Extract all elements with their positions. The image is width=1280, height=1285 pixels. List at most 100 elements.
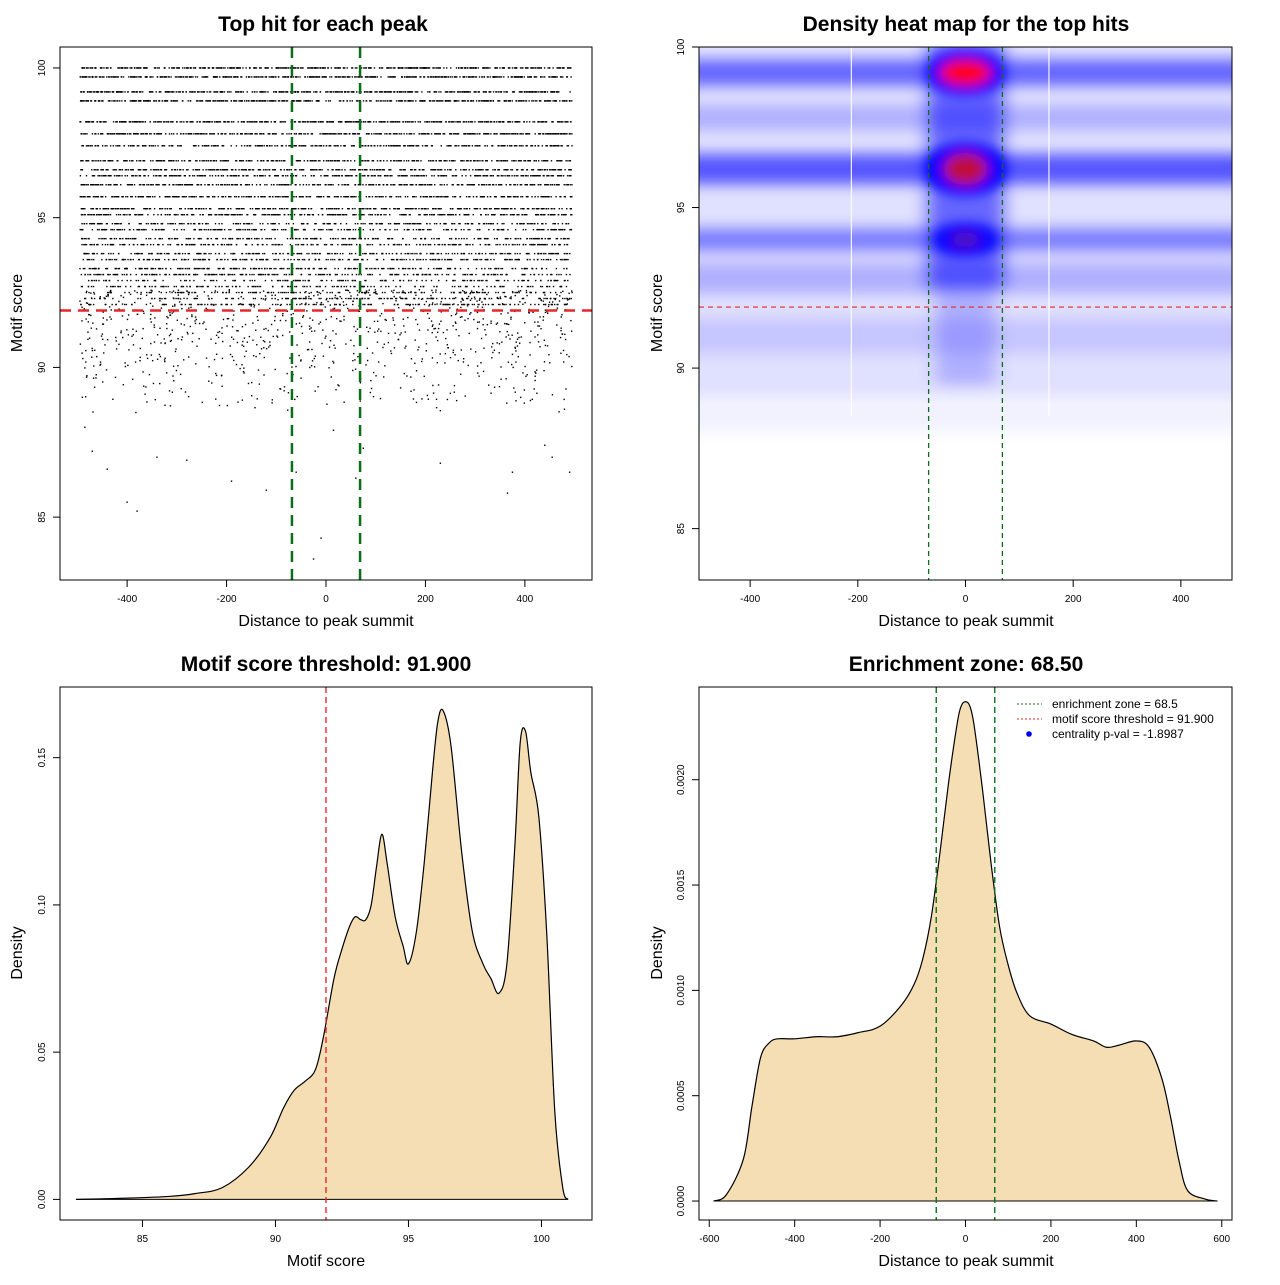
scatter-point [409, 100, 411, 102]
scatter-point [264, 207, 266, 210]
scatter-point [435, 76, 438, 78]
scatter-point [338, 160, 341, 162]
scatter-point [516, 145, 518, 147]
scatter-point [539, 213, 542, 216]
scatter-point [206, 196, 208, 198]
scatter-point [143, 175, 146, 177]
scatter-point [92, 175, 95, 177]
scatter-point [211, 133, 213, 135]
scatter-point [219, 91, 222, 93]
scatter-point [433, 100, 435, 102]
scatter-point [186, 184, 189, 186]
scatter-point [280, 145, 283, 147]
scatter-point [449, 207, 452, 210]
scatter-point [325, 145, 328, 147]
scatter-point [515, 169, 518, 171]
scatter-point [260, 67, 262, 69]
scatter-point [435, 169, 437, 171]
scatter-point [315, 91, 317, 93]
scatter-point [168, 160, 171, 162]
scatter-point [308, 91, 311, 93]
scatter-point [403, 133, 405, 135]
scatter-point [255, 67, 258, 69]
scatter-point [530, 145, 533, 147]
scatter-point [215, 121, 217, 123]
scatter-point [206, 121, 208, 123]
scatter-point [103, 67, 105, 69]
scatter-point [531, 196, 533, 198]
scatter-point [503, 76, 505, 78]
scatter-point [502, 196, 504, 198]
scatter-point [524, 160, 527, 162]
scatter-point [442, 100, 444, 102]
scatter-point [489, 196, 492, 198]
scatter-point [525, 100, 527, 102]
scatter-point [306, 91, 309, 93]
scatter-point [475, 91, 477, 93]
scatter-point [400, 160, 403, 162]
scatter-point [137, 196, 140, 198]
scatter-point [326, 133, 329, 135]
scatter-point [186, 67, 189, 69]
scatter-point [138, 145, 140, 147]
scatter-point [295, 175, 298, 177]
scatter-point [119, 67, 121, 69]
scatter-point [306, 160, 309, 162]
scatter-point [292, 100, 294, 102]
scatter-point [370, 145, 373, 147]
scatter-point [285, 184, 287, 186]
scatter-point [87, 91, 89, 93]
scatter-point [404, 121, 407, 123]
scatter-point [369, 184, 371, 186]
scatter-point [299, 196, 301, 198]
scatter-point [387, 76, 389, 78]
scatter-point [553, 145, 555, 147]
scatter-point [515, 160, 517, 162]
scatter-point [154, 67, 157, 69]
scatter-point [80, 133, 83, 135]
scatter-point [248, 169, 250, 171]
scatter-point [206, 91, 208, 93]
scatter-point [81, 169, 84, 171]
scatter-point [259, 121, 262, 123]
scatter-point [263, 100, 266, 102]
scatter-point [385, 145, 388, 147]
scatter-point [87, 213, 89, 216]
scatter-point [216, 91, 219, 93]
scatter-point [203, 67, 205, 69]
scatter-point [548, 76, 550, 78]
scatter-point [196, 160, 198, 162]
scatter-point [532, 67, 535, 69]
scatter-point [213, 76, 215, 78]
scatter-point [207, 121, 209, 123]
scatter-point [304, 100, 307, 102]
scatter-point [82, 160, 84, 162]
scatter-point [474, 76, 476, 78]
scatter-point [516, 121, 519, 123]
scatter-point [360, 67, 363, 69]
scatter-point [526, 184, 528, 186]
scatter-point [358, 133, 360, 135]
scatter-point [163, 184, 166, 186]
scatter-point [154, 145, 156, 147]
scatter-point [451, 76, 454, 78]
scatter-point [554, 133, 556, 135]
scatter-point [383, 100, 385, 102]
scatter-point [217, 133, 219, 135]
scatter-point [346, 100, 349, 102]
scatter-point [427, 133, 429, 135]
scatter-point [522, 133, 524, 135]
scatter-point [189, 76, 191, 78]
scatter-point [333, 133, 335, 135]
scatter-point [130, 207, 133, 210]
scatter-point [251, 184, 254, 186]
scatter-point [503, 133, 505, 135]
scatter-point [408, 207, 410, 210]
scatter-point [323, 67, 325, 69]
scatter-point [131, 169, 133, 171]
scatter-point [231, 121, 233, 123]
scatter-point [492, 184, 495, 186]
scatter-point [508, 121, 511, 123]
scatter-point [571, 196, 573, 198]
scatter-point [528, 160, 530, 162]
